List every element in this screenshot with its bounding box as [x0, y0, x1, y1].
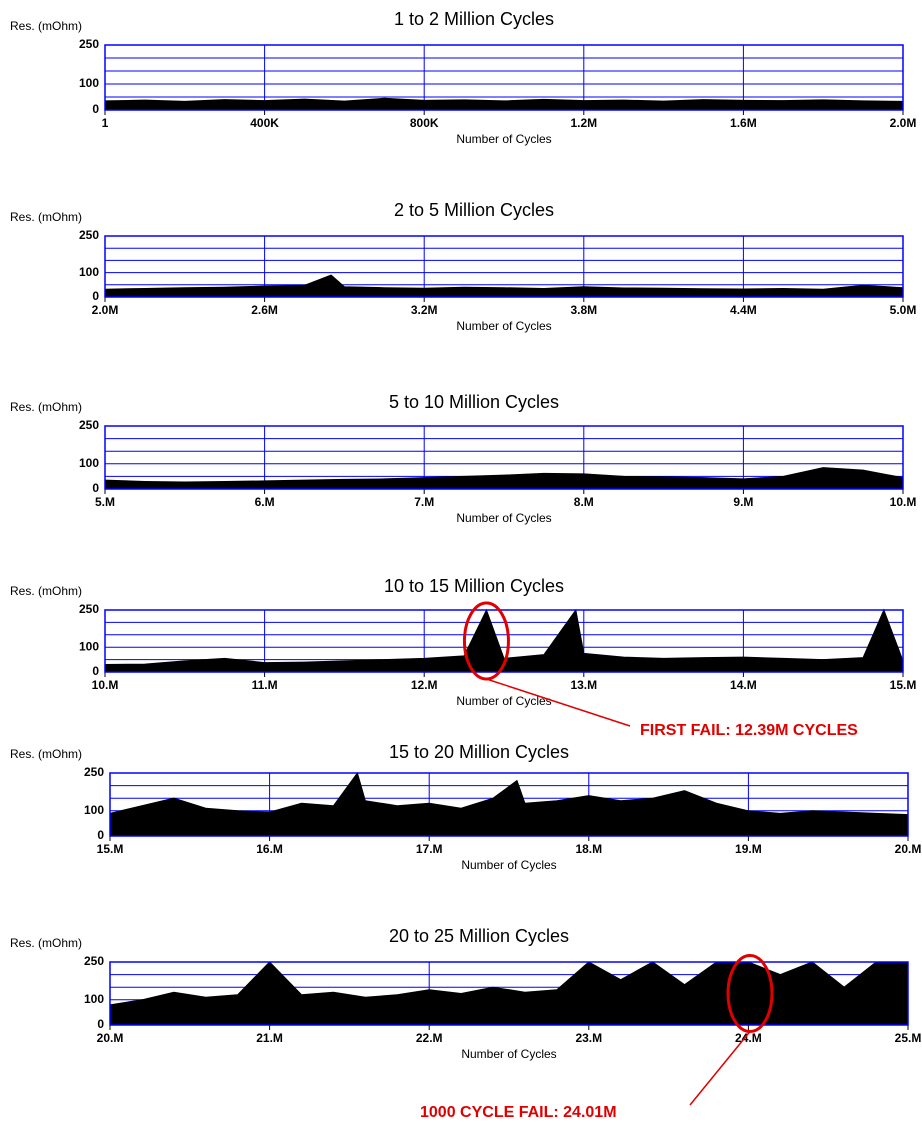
chart-title: 20 to 25 Million Cycles	[389, 926, 569, 946]
x-axis-label: Number of Cycles	[461, 858, 556, 872]
y-axis-label: Res. (mOhm)	[10, 584, 82, 598]
x-axis-label: Number of Cycles	[456, 319, 551, 333]
y-tick-label: 0	[92, 664, 99, 678]
chart-title: 5 to 10 Million Cycles	[389, 392, 559, 412]
data-area	[109, 961, 909, 1026]
y-tick-label: 100	[79, 76, 99, 90]
y-axis-label: Res. (mOhm)	[10, 400, 82, 414]
y-axis-label: Res. (mOhm)	[10, 747, 82, 761]
y-tick-label: 0	[92, 481, 99, 495]
plot-frame	[104, 425, 904, 490]
chart-title: 1 to 2 Million Cycles	[394, 9, 554, 29]
y-axis-label: Res. (mOhm)	[10, 936, 82, 950]
x-tick-label: 23.M	[575, 1031, 602, 1045]
x-tick-label: 14.M	[730, 678, 757, 692]
annotation-line	[689, 1031, 751, 1106]
x-tick-label: 20.M	[895, 842, 922, 856]
annotation-text: 1000 CYCLE FAIL: 24.01M	[420, 1104, 617, 1121]
y-tick-label: 250	[79, 418, 99, 432]
x-tick-label: 7.M	[414, 495, 434, 509]
x-tick-label: 12.M	[411, 678, 438, 692]
plot-frame	[104, 44, 904, 111]
x-tick-label: 11.M	[252, 678, 278, 692]
data-area	[104, 274, 904, 298]
y-axis-label: Res. (mOhm)	[10, 19, 82, 33]
x-axis-label: Number of Cycles	[456, 511, 551, 525]
y-tick-label: 250	[79, 37, 99, 51]
y-tick-label: 250	[79, 602, 99, 616]
x-axis-label: Number of Cycles	[461, 1047, 556, 1061]
x-tick-label: 15.M	[97, 842, 124, 856]
x-tick-label: 800K	[410, 116, 439, 130]
y-tick-label: 100	[79, 265, 99, 279]
y-tick-label: 0	[92, 289, 99, 303]
x-tick-label: 9.M	[733, 495, 753, 509]
y-tick-label: 250	[84, 954, 104, 968]
x-axis-label: Number of Cycles	[456, 694, 551, 708]
y-tick-label: 0	[97, 828, 104, 842]
x-tick-label: 5.0M	[890, 303, 917, 317]
x-tick-label: 25.M	[895, 1031, 922, 1045]
y-axis-label: Res. (mOhm)	[10, 210, 82, 224]
x-tick-label: 18.M	[575, 842, 602, 856]
data-area	[109, 771, 909, 837]
y-tick-label: 100	[84, 803, 104, 817]
x-tick-label: 3.2M	[411, 303, 438, 317]
x-tick-label: 10.M	[92, 678, 119, 692]
plot-frame	[104, 235, 904, 298]
x-tick-label: 400K	[250, 116, 279, 130]
chart-title: 15 to 20 Million Cycles	[389, 742, 569, 762]
y-tick-label: 0	[92, 102, 99, 116]
x-tick-label: 1	[102, 116, 109, 130]
data-area	[104, 97, 904, 111]
x-axis-label: Number of Cycles	[456, 132, 551, 146]
x-tick-label: 3.8M	[570, 303, 597, 317]
plot-area	[105, 45, 903, 110]
x-tick-label: 20.M	[97, 1031, 124, 1045]
y-tick-label: 100	[84, 992, 104, 1006]
y-tick-label: 0	[97, 1017, 104, 1031]
x-tick-label: 5.M	[95, 495, 115, 509]
plot-frame	[109, 961, 909, 1026]
x-tick-label: 1.6M	[730, 116, 757, 130]
x-tick-label: 15.M	[890, 678, 917, 692]
y-tick-label: 250	[84, 765, 104, 779]
x-tick-label: 22.M	[416, 1031, 443, 1045]
x-tick-label: 19.M	[735, 842, 762, 856]
y-tick-label: 100	[79, 639, 99, 653]
x-tick-label: 4.4M	[730, 303, 757, 317]
plot-frame	[104, 609, 904, 673]
y-tick-label: 100	[79, 456, 99, 470]
x-tick-label: 6.M	[255, 495, 275, 509]
x-tick-label: 2.0M	[890, 116, 917, 130]
plot-frame	[109, 772, 909, 837]
x-tick-label: 16.M	[256, 842, 283, 856]
x-tick-label: 8.M	[574, 495, 594, 509]
chart-title: 2 to 5 Million Cycles	[394, 200, 554, 220]
x-tick-label: 2.6M	[251, 303, 278, 317]
annotation-text: FIRST FAIL: 12.39M CYCLES	[640, 722, 858, 739]
chart-title: 10 to 15 Million Cycles	[384, 576, 564, 596]
x-tick-label: 21.M	[256, 1031, 283, 1045]
x-tick-label: 1.2M	[570, 116, 597, 130]
annotation-line	[486, 678, 631, 727]
x-tick-label: 17.M	[416, 842, 443, 856]
y-tick-label: 250	[79, 228, 99, 242]
data-area	[104, 467, 904, 490]
x-tick-label: 10.M	[890, 495, 917, 509]
x-tick-label: 2.0M	[92, 303, 119, 317]
x-tick-label: 13.M	[570, 678, 597, 692]
